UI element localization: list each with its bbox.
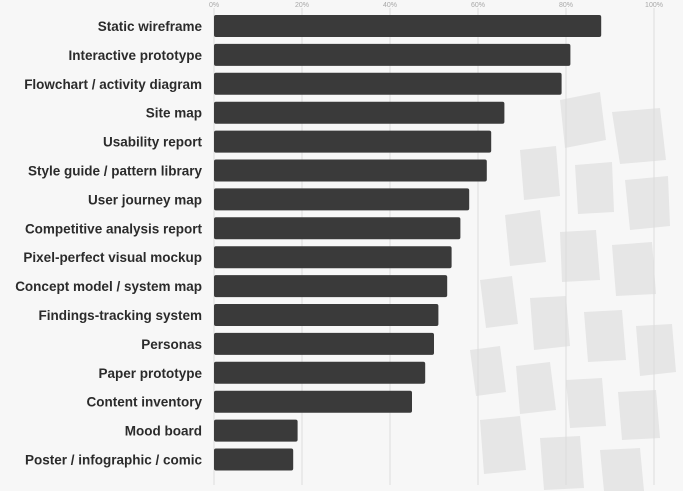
category-label: Personas — [141, 337, 202, 352]
category-label: Usability report — [103, 135, 203, 150]
x-axis-ticks: 0% 20% 40% 60% 80% 100% — [209, 2, 663, 9]
category-label: Pixel-perfect visual mockup — [23, 250, 202, 265]
category-label: Paper prototype — [98, 366, 202, 381]
x-tick-label: 60% — [471, 2, 485, 9]
bar — [214, 332, 434, 355]
bar — [214, 188, 470, 211]
category-label: Site map — [146, 106, 202, 121]
category-label: Competitive analysis report — [25, 221, 203, 236]
category-labels: Static wireframe Interactive prototype Flo… — [15, 19, 202, 468]
bar — [214, 130, 492, 153]
bar — [214, 275, 448, 298]
category-label: Static wireframe — [98, 19, 203, 34]
category-label: Poster / infographic / comic — [25, 453, 203, 468]
x-tick-label: 0% — [209, 2, 219, 9]
category-label: Findings-tracking system — [38, 308, 202, 323]
bar — [214, 43, 571, 66]
bar — [214, 15, 602, 37]
bar — [214, 304, 439, 326]
bar — [214, 246, 452, 269]
bar — [214, 390, 412, 413]
x-tick-label: 20% — [295, 2, 309, 9]
bar — [214, 361, 426, 384]
bar — [214, 217, 461, 240]
category-label: Concept model / system map — [15, 279, 202, 294]
bars — [214, 15, 602, 471]
bar — [214, 72, 562, 95]
x-tick-label: 100% — [645, 2, 663, 9]
bar — [214, 448, 294, 471]
category-label: User journey map — [88, 192, 202, 207]
category-label: Style guide / pattern library — [28, 164, 203, 179]
watermark-logo — [470, 92, 676, 491]
x-tick-label: 40% — [383, 2, 397, 9]
category-label: Interactive prototype — [68, 48, 202, 63]
bar — [214, 101, 505, 124]
category-label: Mood board — [125, 424, 202, 439]
category-label: Flowchart / activity diagram — [24, 77, 202, 92]
category-label: Content inventory — [86, 395, 202, 410]
bar — [214, 419, 298, 442]
x-tick-label: 80% — [559, 2, 573, 9]
bar — [214, 159, 487, 182]
